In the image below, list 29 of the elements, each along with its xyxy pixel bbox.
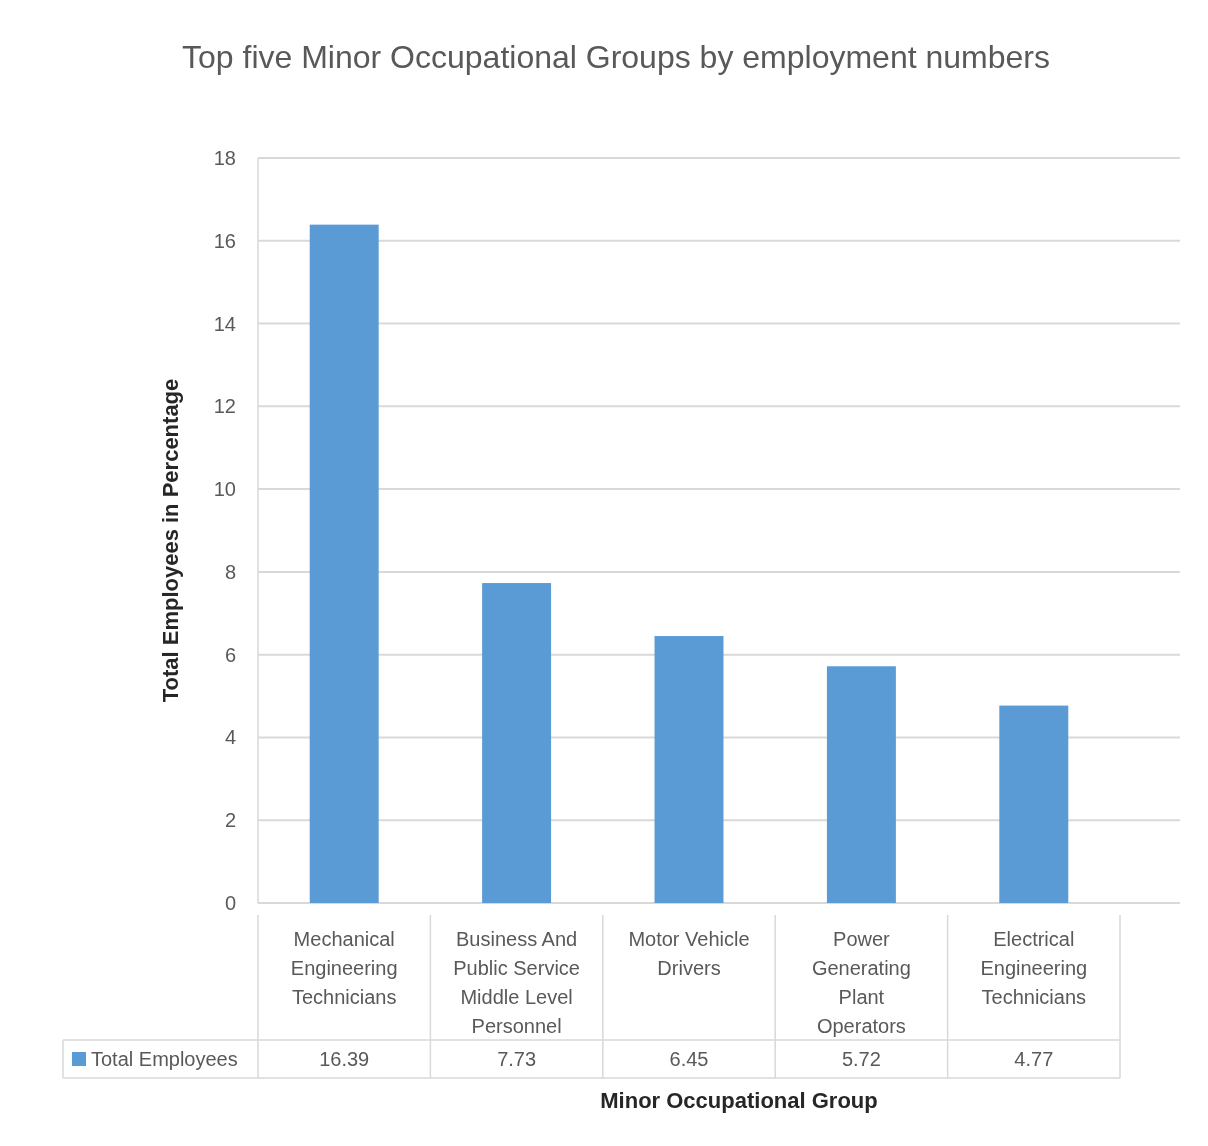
y-tick-label: 0	[224, 892, 236, 914]
x-tick-label: Mechanical Engineering Technicians	[290, 928, 398, 1008]
y-tick-label: 12	[213, 395, 236, 418]
y-tick-label: 2	[224, 809, 236, 832]
legend-label: Total Employees	[91, 1048, 238, 1070]
y-tick-label: 14	[213, 312, 236, 335]
bar	[654, 636, 724, 903]
data-label: 4.77	[1014, 1048, 1054, 1070]
data-label: 16.39	[319, 1048, 370, 1070]
data-label: 5.72	[841, 1048, 881, 1070]
x-tick-label: Power Generating Plant Operators	[811, 928, 911, 1037]
y-tick-label: 18	[213, 147, 236, 169]
x-tick-label: Electrical Engineering Technicians	[980, 928, 1088, 1008]
bar	[999, 705, 1069, 903]
y-tick-label: 16	[213, 229, 236, 252]
y-tick-label: 10	[213, 478, 236, 501]
y-tick-label: 4	[224, 726, 236, 749]
y-tick-label: 8	[224, 560, 236, 583]
data-label: 6.45	[669, 1048, 709, 1070]
chart-title: Top five Minor Occupational Groups by employment numbers	[182, 39, 1050, 75]
bar	[482, 583, 552, 903]
y-tick-label: 6	[224, 643, 236, 666]
y-axis-title: Total Employees in Percentage	[158, 378, 183, 703]
x-tick-label: Business And Public Service Middle Level Personnel	[453, 928, 580, 1037]
bar	[826, 666, 896, 903]
data-label: 7.73	[497, 1048, 537, 1070]
bar	[309, 224, 379, 903]
x-axis-title: Minor Occupational Group	[600, 1088, 878, 1113]
x-tick-label: Motor Vehicle Drivers	[628, 928, 750, 979]
